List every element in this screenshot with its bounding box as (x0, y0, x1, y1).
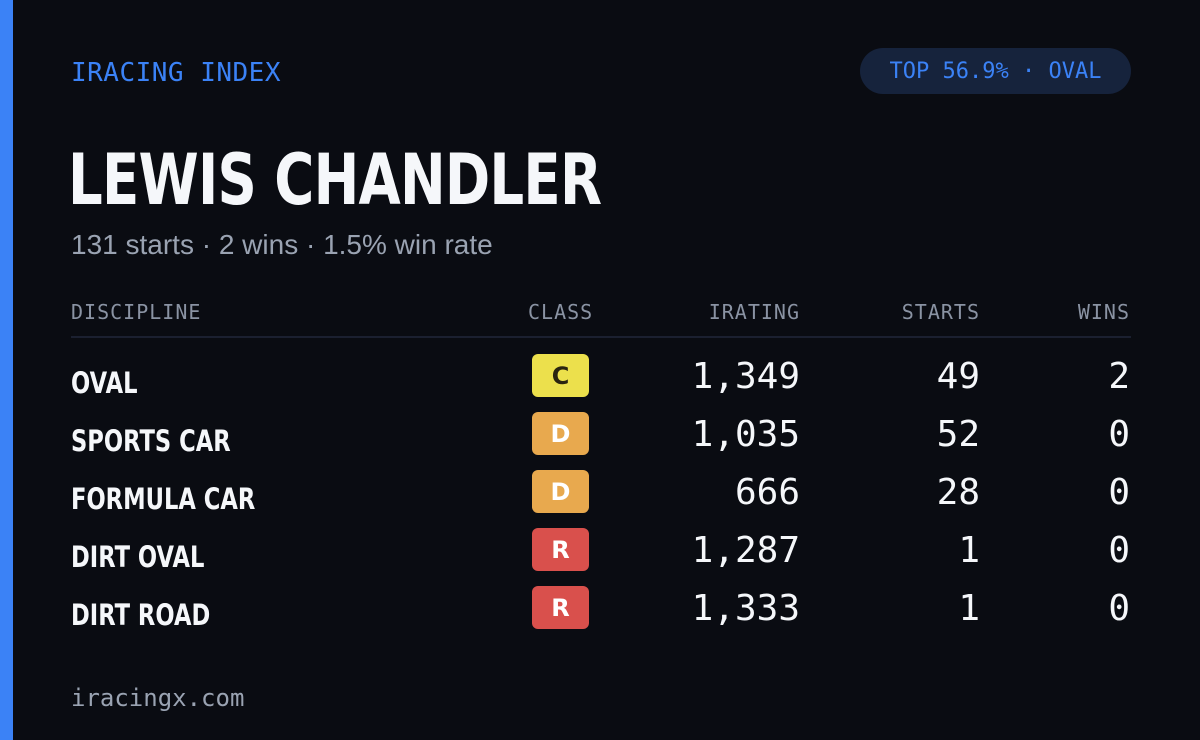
driver-name: LEWIS CHANDLER (68, 139, 602, 221)
wins-value: 0 (1108, 472, 1130, 513)
class-badge: R (532, 528, 589, 571)
header-class: CLASS (528, 300, 594, 324)
table-row: FORMULA CAR D 666 28 0 (71, 470, 1131, 528)
driver-summary: 131 starts · 2 wins · 1.5% win rate (71, 229, 493, 260)
irating-value: 1,287 (691, 530, 800, 571)
discipline-name: DIRT ROAD (71, 598, 211, 632)
starts-value: 49 (936, 356, 980, 397)
header-discipline: DISCIPLINE (71, 300, 202, 324)
table-row: SPORTS CAR D 1,035 52 0 (71, 412, 1131, 470)
irating-value: 1,349 (691, 356, 800, 397)
site-url: iracingx.com (71, 684, 245, 712)
irating-value: 666 (734, 472, 800, 513)
irating-value: 1,333 (691, 588, 800, 629)
wins-value: 2 (1108, 356, 1130, 397)
class-badge: D (532, 412, 589, 455)
percentile-badge: TOP 56.9% · OVAL (860, 48, 1131, 94)
brand-label: IRACING INDEX (71, 58, 281, 88)
header-wins: WINS (1077, 300, 1130, 324)
wins-value: 0 (1108, 588, 1130, 629)
discipline-name: DIRT OVAL (71, 540, 205, 574)
wins-value: 0 (1108, 530, 1130, 571)
starts-value: 1 (958, 588, 980, 629)
starts-value: 52 (936, 414, 980, 455)
table-row: DIRT ROAD R 1,333 1 0 (71, 586, 1131, 644)
table-header: DISCIPLINE CLASS IRATING STARTS WINS (71, 298, 1131, 328)
discipline-name: OVAL (71, 366, 138, 400)
starts-value: 1 (958, 530, 980, 571)
header-irating: IRATING (708, 300, 800, 324)
class-badge: D (532, 470, 589, 513)
irating-value: 1,035 (691, 414, 800, 455)
discipline-name: FORMULA CAR (71, 482, 256, 516)
header-divider (71, 336, 1131, 338)
header-starts: STARTS (901, 300, 980, 324)
starts-value: 28 (936, 472, 980, 513)
accent-bar (0, 0, 13, 740)
discipline-name: SPORTS CAR (71, 424, 231, 458)
table-row: DIRT OVAL R 1,287 1 0 (71, 528, 1131, 586)
wins-value: 0 (1108, 414, 1130, 455)
class-badge: R (532, 586, 589, 629)
table-row: OVAL C 1,349 49 2 (71, 354, 1131, 412)
class-badge: C (532, 354, 589, 397)
